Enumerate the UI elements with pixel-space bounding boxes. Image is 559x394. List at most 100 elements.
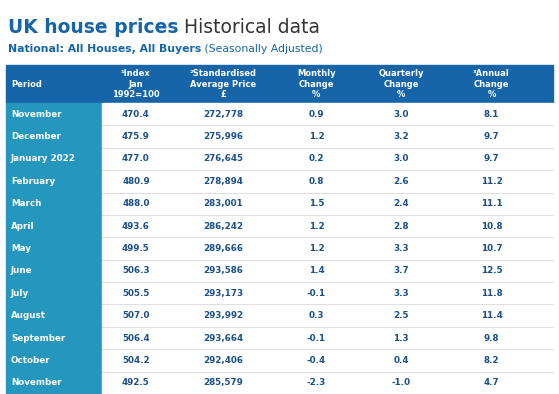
Text: November: November xyxy=(11,110,61,119)
Text: 0.9: 0.9 xyxy=(309,110,324,119)
Text: -1.0: -1.0 xyxy=(392,378,411,387)
Bar xyxy=(6,103,102,125)
Text: 289,666: 289,666 xyxy=(203,244,243,253)
Text: 488.0: 488.0 xyxy=(122,199,150,208)
Text: 3.0: 3.0 xyxy=(394,154,409,164)
Text: Historical data: Historical data xyxy=(178,18,320,37)
Text: 11.2: 11.2 xyxy=(481,177,503,186)
Text: 1.5: 1.5 xyxy=(309,199,324,208)
Text: 285,579: 285,579 xyxy=(203,378,243,387)
Text: 11.4: 11.4 xyxy=(481,311,503,320)
Text: 1.4: 1.4 xyxy=(309,266,324,275)
Text: 507.0: 507.0 xyxy=(122,311,150,320)
Bar xyxy=(102,327,553,349)
Text: 10.7: 10.7 xyxy=(481,244,503,253)
Text: 475.9: 475.9 xyxy=(122,132,150,141)
Bar xyxy=(102,148,553,170)
Text: 506.4: 506.4 xyxy=(122,334,150,342)
Text: 10.8: 10.8 xyxy=(481,221,502,230)
Text: Monthly
Change
%: Monthly Change % xyxy=(297,69,336,99)
Text: March: March xyxy=(11,199,41,208)
Text: 2.6: 2.6 xyxy=(394,177,409,186)
Bar xyxy=(6,282,102,305)
Text: (Seasonally Adjusted): (Seasonally Adjusted) xyxy=(201,44,323,54)
Text: May: May xyxy=(11,244,31,253)
Text: 9.7: 9.7 xyxy=(484,154,499,164)
Text: February: February xyxy=(11,177,55,186)
Bar xyxy=(102,305,553,327)
Text: 292,406: 292,406 xyxy=(203,356,243,365)
Text: 0.2: 0.2 xyxy=(309,154,324,164)
Bar xyxy=(6,260,102,282)
Text: 1.2: 1.2 xyxy=(309,244,324,253)
Text: 2.8: 2.8 xyxy=(394,221,409,230)
Bar xyxy=(102,215,553,237)
Text: 0.8: 0.8 xyxy=(309,177,324,186)
Text: 276,645: 276,645 xyxy=(203,154,243,164)
Text: -0.4: -0.4 xyxy=(307,356,326,365)
Text: August: August xyxy=(11,311,46,320)
Text: -2.3: -2.3 xyxy=(307,378,326,387)
Bar xyxy=(102,237,553,260)
Bar xyxy=(6,170,102,193)
Text: UK house prices: UK house prices xyxy=(8,18,178,37)
Bar xyxy=(102,103,553,125)
Text: 506.3: 506.3 xyxy=(122,266,150,275)
Text: July: July xyxy=(11,289,29,298)
Text: ²Standardised
Average Price
£: ²Standardised Average Price £ xyxy=(190,69,257,99)
Text: 2.5: 2.5 xyxy=(394,311,409,320)
Text: 0.3: 0.3 xyxy=(309,311,324,320)
Text: 3.2: 3.2 xyxy=(394,132,409,141)
Bar xyxy=(6,372,102,394)
Text: Period: Period xyxy=(11,80,42,89)
Text: 470.4: 470.4 xyxy=(122,110,150,119)
Bar xyxy=(102,193,553,215)
Text: September: September xyxy=(11,334,65,342)
Bar xyxy=(6,215,102,237)
Bar xyxy=(102,260,553,282)
Text: June: June xyxy=(11,266,32,275)
Text: 286,242: 286,242 xyxy=(203,221,243,230)
Text: 499.5: 499.5 xyxy=(122,244,150,253)
Bar xyxy=(6,237,102,260)
Text: 9.7: 9.7 xyxy=(484,132,499,141)
Text: 3.3: 3.3 xyxy=(394,289,409,298)
Text: 492.5: 492.5 xyxy=(122,378,150,387)
Bar xyxy=(102,372,553,394)
Bar xyxy=(6,65,553,103)
Text: 1.2: 1.2 xyxy=(309,132,324,141)
Text: 11.8: 11.8 xyxy=(481,289,503,298)
Bar xyxy=(6,305,102,327)
Text: 0.4: 0.4 xyxy=(394,356,409,365)
Bar xyxy=(6,349,102,372)
Text: 3.3: 3.3 xyxy=(394,244,409,253)
Bar xyxy=(102,349,553,372)
Text: 9.8: 9.8 xyxy=(484,334,499,342)
Text: December: December xyxy=(11,132,61,141)
Text: 275,996: 275,996 xyxy=(203,132,243,141)
Text: -0.1: -0.1 xyxy=(307,289,326,298)
Bar xyxy=(102,170,553,193)
Bar xyxy=(102,125,553,148)
Text: ³Annual
Change
%: ³Annual Change % xyxy=(473,69,510,99)
Text: 283,001: 283,001 xyxy=(203,199,243,208)
Text: 1.3: 1.3 xyxy=(394,334,409,342)
Text: April: April xyxy=(11,221,35,230)
Text: ¹Index
Jan
1992=100: ¹Index Jan 1992=100 xyxy=(112,69,160,99)
Text: 4.7: 4.7 xyxy=(484,378,499,387)
Text: January 2022: January 2022 xyxy=(11,154,76,164)
Text: 3.7: 3.7 xyxy=(394,266,409,275)
Text: 493.6: 493.6 xyxy=(122,221,150,230)
Text: 11.1: 11.1 xyxy=(481,199,503,208)
Text: 505.5: 505.5 xyxy=(122,289,150,298)
Bar xyxy=(6,327,102,349)
Text: 1.2: 1.2 xyxy=(309,221,324,230)
Text: 12.5: 12.5 xyxy=(481,266,503,275)
Bar xyxy=(6,193,102,215)
Text: 293,992: 293,992 xyxy=(203,311,244,320)
Text: 3.0: 3.0 xyxy=(394,110,409,119)
Text: National: All Houses, All Buyers: National: All Houses, All Buyers xyxy=(8,44,201,54)
Text: Quarterly
Change
%: Quarterly Change % xyxy=(378,69,424,99)
Text: 477.0: 477.0 xyxy=(122,154,150,164)
Text: 504.2: 504.2 xyxy=(122,356,150,365)
